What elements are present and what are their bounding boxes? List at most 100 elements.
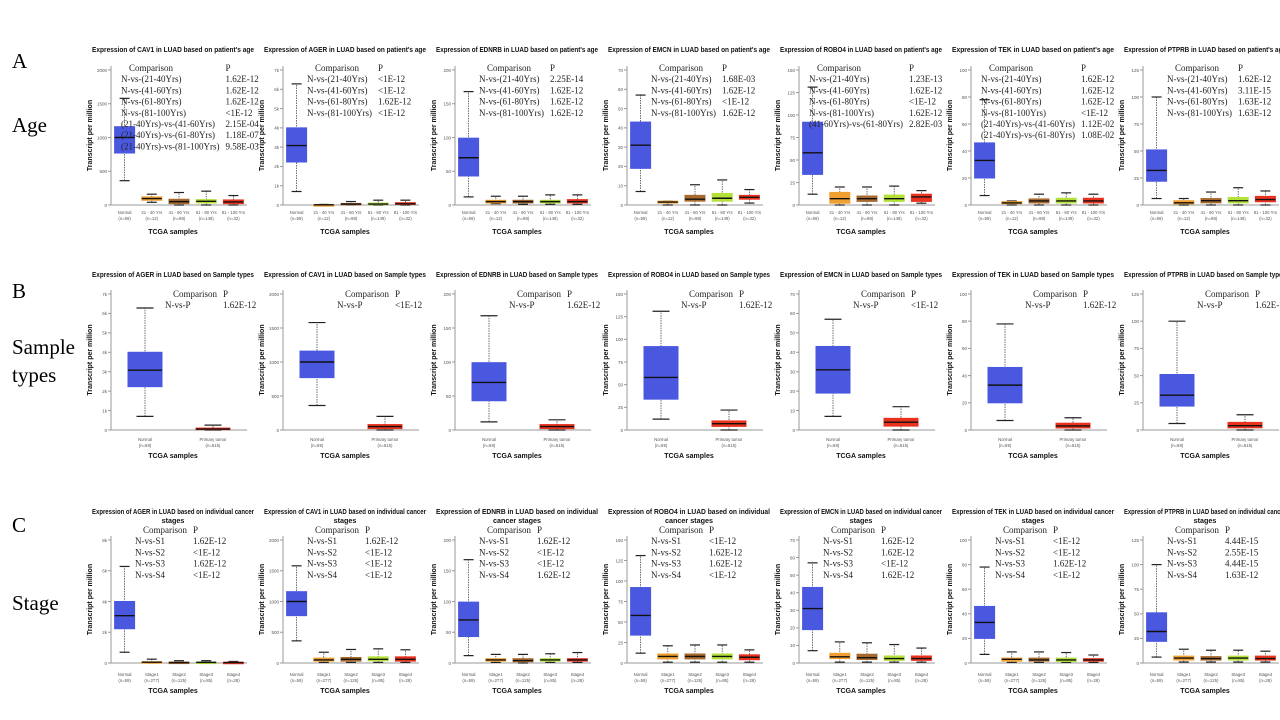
comparison-label: N-vs-(41-60Yrs) — [981, 85, 1042, 95]
box-normal — [1146, 96, 1168, 200]
y-tick-label: 1000 — [97, 135, 108, 140]
x-tick-label: 81 - 100 Yrs — [566, 210, 589, 215]
x-tick-label: Normal — [998, 437, 1012, 442]
box-normal — [987, 323, 1023, 422]
box-81-100-yrs — [1254, 190, 1276, 206]
comparison-label: N-vs-P — [1197, 300, 1223, 310]
p-value: 1.62E-12 — [1255, 300, 1280, 310]
y-tick-label: 50 — [790, 158, 796, 163]
box-plot-panel: Expression of TEK in LUAD based on Sampl… — [947, 270, 1116, 460]
p-value: <1E-12 — [1053, 536, 1080, 546]
p-value: <1E-12 — [193, 570, 220, 580]
box-primary-tumor — [711, 409, 747, 431]
y-tick-label: 20 — [962, 401, 968, 406]
comparison-label: N-vs-S2 — [307, 547, 337, 557]
p-value: 1.62E-12 — [1081, 85, 1114, 95]
x-tick-label: 41 - 60 Yrs — [1201, 210, 1222, 215]
y-tick-label: 8k — [102, 538, 108, 543]
x-tick-count: (n=59) — [118, 678, 131, 683]
y-tick-label: 1500 — [269, 326, 280, 331]
x-tick-count: (n=85) — [544, 678, 557, 683]
plot-title: Expression of PTPRB in LUAD based on pat… — [1124, 45, 1280, 54]
y-tick-label: 0 — [792, 428, 795, 433]
box-plot-panel: Expression of EDNRB in LUAD based on pat… — [431, 45, 598, 236]
plot-title: Expression of PTPRB in LUAD based on Sam… — [1124, 270, 1280, 279]
p-header: P — [550, 63, 555, 73]
y-tick-label: 0 — [620, 661, 623, 666]
x-axis-label: TCGA samples — [320, 453, 370, 460]
box-stage1 — [829, 641, 851, 663]
box-plot-panel: Expression of CAV1 in LUAD based on indi… — [259, 507, 426, 695]
x-tick-count: (n=32) — [1087, 216, 1100, 221]
comparison-header: Comparison — [659, 63, 703, 73]
y-axis-label: Transcript per million — [1119, 564, 1126, 635]
box-iqr — [802, 121, 824, 175]
y-tick-label: 125 — [1131, 292, 1139, 297]
x-tick-label: Stage2 — [344, 672, 358, 677]
comparison-label: N-vs-(61-80Yrs) — [981, 97, 1042, 107]
comparison-label: N-vs-S2 — [135, 547, 165, 557]
x-tick-label: Stage3 — [1231, 672, 1245, 677]
box-iqr — [1146, 149, 1168, 182]
y-axis-label: Transcript per million — [947, 324, 954, 395]
p-header: P — [739, 289, 744, 299]
box-iqr — [1146, 612, 1168, 642]
box-61-80-yrs — [195, 190, 217, 206]
y-tick-label: 0 — [792, 661, 795, 666]
p-value: <1E-12 — [1053, 570, 1080, 580]
plot-title: Expression of EDNRB in LUAD based on ind… — [436, 507, 598, 516]
box-stage3 — [367, 648, 389, 663]
y-tick-label: 6k — [274, 87, 280, 92]
y-tick-label: 100 — [443, 599, 451, 604]
plot-title: Expression of EDNRB in LUAD based on Sam… — [436, 270, 598, 279]
y-tick-label: 3k — [274, 145, 280, 150]
box-21-40-yrs — [1173, 197, 1195, 206]
x-tick-count: (n=515) — [550, 443, 565, 448]
x-tick-label: Stage3 — [1059, 672, 1073, 677]
p-value: <1E-12 — [537, 559, 564, 569]
x-tick-label: 21 - 40 Yrs — [1001, 210, 1022, 215]
p-value: 1.62E-12 — [223, 300, 256, 310]
box-normal — [630, 554, 652, 654]
comparison-label: N-vs-(41-60Yrs) — [307, 85, 368, 95]
y-tick-label: 0 — [276, 661, 279, 666]
x-tick-count: (n=59) — [978, 216, 991, 221]
box-iqr — [856, 653, 878, 660]
plot-title: Expression of AGER in LUAD based on pati… — [264, 45, 426, 54]
box-primary-tumor — [1055, 417, 1091, 431]
box-stage1 — [141, 658, 163, 664]
x-tick-label: Primary tumor — [716, 437, 744, 442]
x-axis-label: TCGA samples — [148, 688, 198, 695]
x-tick-label: Stage4 — [399, 672, 413, 677]
box-81-100-yrs — [910, 190, 932, 204]
x-tick-label: Primary tumor — [200, 437, 228, 442]
y-tick-label: 4k — [102, 599, 108, 604]
p-header: P — [881, 525, 886, 535]
box-stage1 — [1001, 651, 1023, 663]
x-axis-label: TCGA samples — [664, 453, 714, 460]
x-tick-count: (n=85) — [716, 678, 729, 683]
box-plot-panel: Expression of EMCN in LUAD based on Samp… — [775, 270, 942, 460]
box-normal — [974, 566, 996, 655]
x-tick-count: (n=277) — [1004, 678, 1019, 683]
comparison-label: N-vs-S4 — [1167, 570, 1198, 580]
x-tick-count: (n=277) — [1176, 678, 1191, 683]
x-tick-label: 61 - 80 Yrs — [884, 210, 905, 215]
p-value: 1.18E-07 — [225, 130, 259, 140]
box-plot-panel: Expression of CAV1 in LUAD based on pati… — [87, 45, 259, 236]
x-tick-count: (n=125) — [172, 678, 187, 683]
x-axis-label: TCGA samples — [836, 453, 886, 460]
x-tick-count: (n=12) — [1006, 216, 1019, 221]
p-value: <1E-12 — [365, 547, 392, 557]
y-tick-label: 30 — [790, 370, 796, 375]
x-axis-label: TCGA samples — [1180, 229, 1230, 236]
comparison-label: N-vs-S4 — [995, 570, 1026, 580]
x-tick-count: (n=59) — [290, 678, 303, 683]
y-axis-label: Transcript per million — [87, 100, 94, 171]
x-tick-label: Normal — [462, 210, 476, 215]
row-b: B Sample types Expression of AGER in LUAD b… — [12, 270, 1280, 460]
p-value: 1.62E-12 — [225, 97, 258, 107]
p-value: 4.44E-15 — [1225, 536, 1259, 546]
y-tick-label: 6k — [102, 311, 108, 316]
